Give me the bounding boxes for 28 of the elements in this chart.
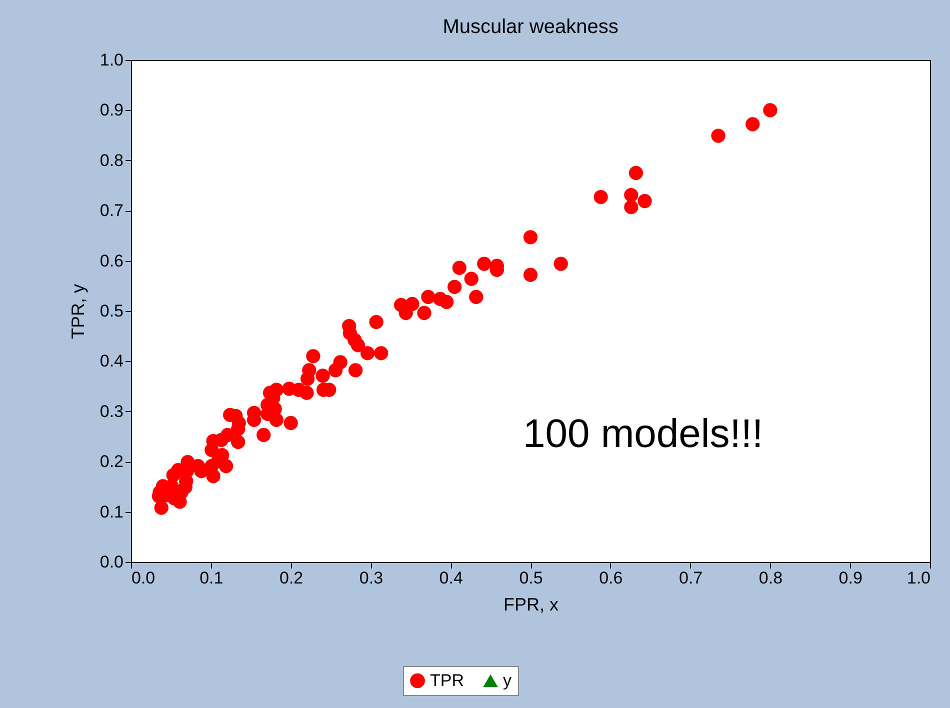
y-tick-label: 0.6	[100, 251, 124, 270]
legend-label: y	[503, 670, 512, 690]
x-tick-label: 0.6	[599, 568, 623, 588]
x-tick-label: 0.9	[838, 568, 862, 588]
x-tick-label: 0.7	[678, 568, 703, 588]
y-tick-label: 0.2	[100, 452, 124, 472]
y-tick-label: 0.5	[100, 302, 124, 320]
y-axis-title: TPR, y	[68, 284, 88, 340]
y-tick-label: 0.1	[100, 502, 124, 522]
y-tick-label: 0.9	[100, 100, 124, 120]
x-tick-label: 0.3	[359, 568, 384, 588]
y-tick-label: 0.0	[100, 552, 124, 572]
chart-title: Muscular weakness	[442, 16, 618, 38]
legend-label: TPR	[430, 670, 464, 690]
x-tick-label: 0.8	[758, 568, 783, 588]
annotation: 100 models!!!	[523, 412, 764, 456]
y-tick-label: 0.4	[100, 352, 124, 371]
y-tick-label: 0.3	[100, 402, 124, 421]
x-tick-label: 0.0	[132, 568, 156, 588]
x-tick-label: 0.1	[200, 568, 224, 588]
x-tick-label: 1.0	[906, 568, 930, 588]
x-tick-label: 0.5	[519, 568, 543, 588]
x-axis-title: FPR, x	[503, 594, 559, 614]
x-tick-label: 0.4	[439, 568, 463, 588]
x-tick-label: 0.2	[279, 568, 304, 588]
y-tick-label: 0.7	[100, 201, 124, 220]
y-tick-label: 1.0	[100, 50, 124, 70]
y-tick-label: 0.8	[100, 150, 124, 170]
